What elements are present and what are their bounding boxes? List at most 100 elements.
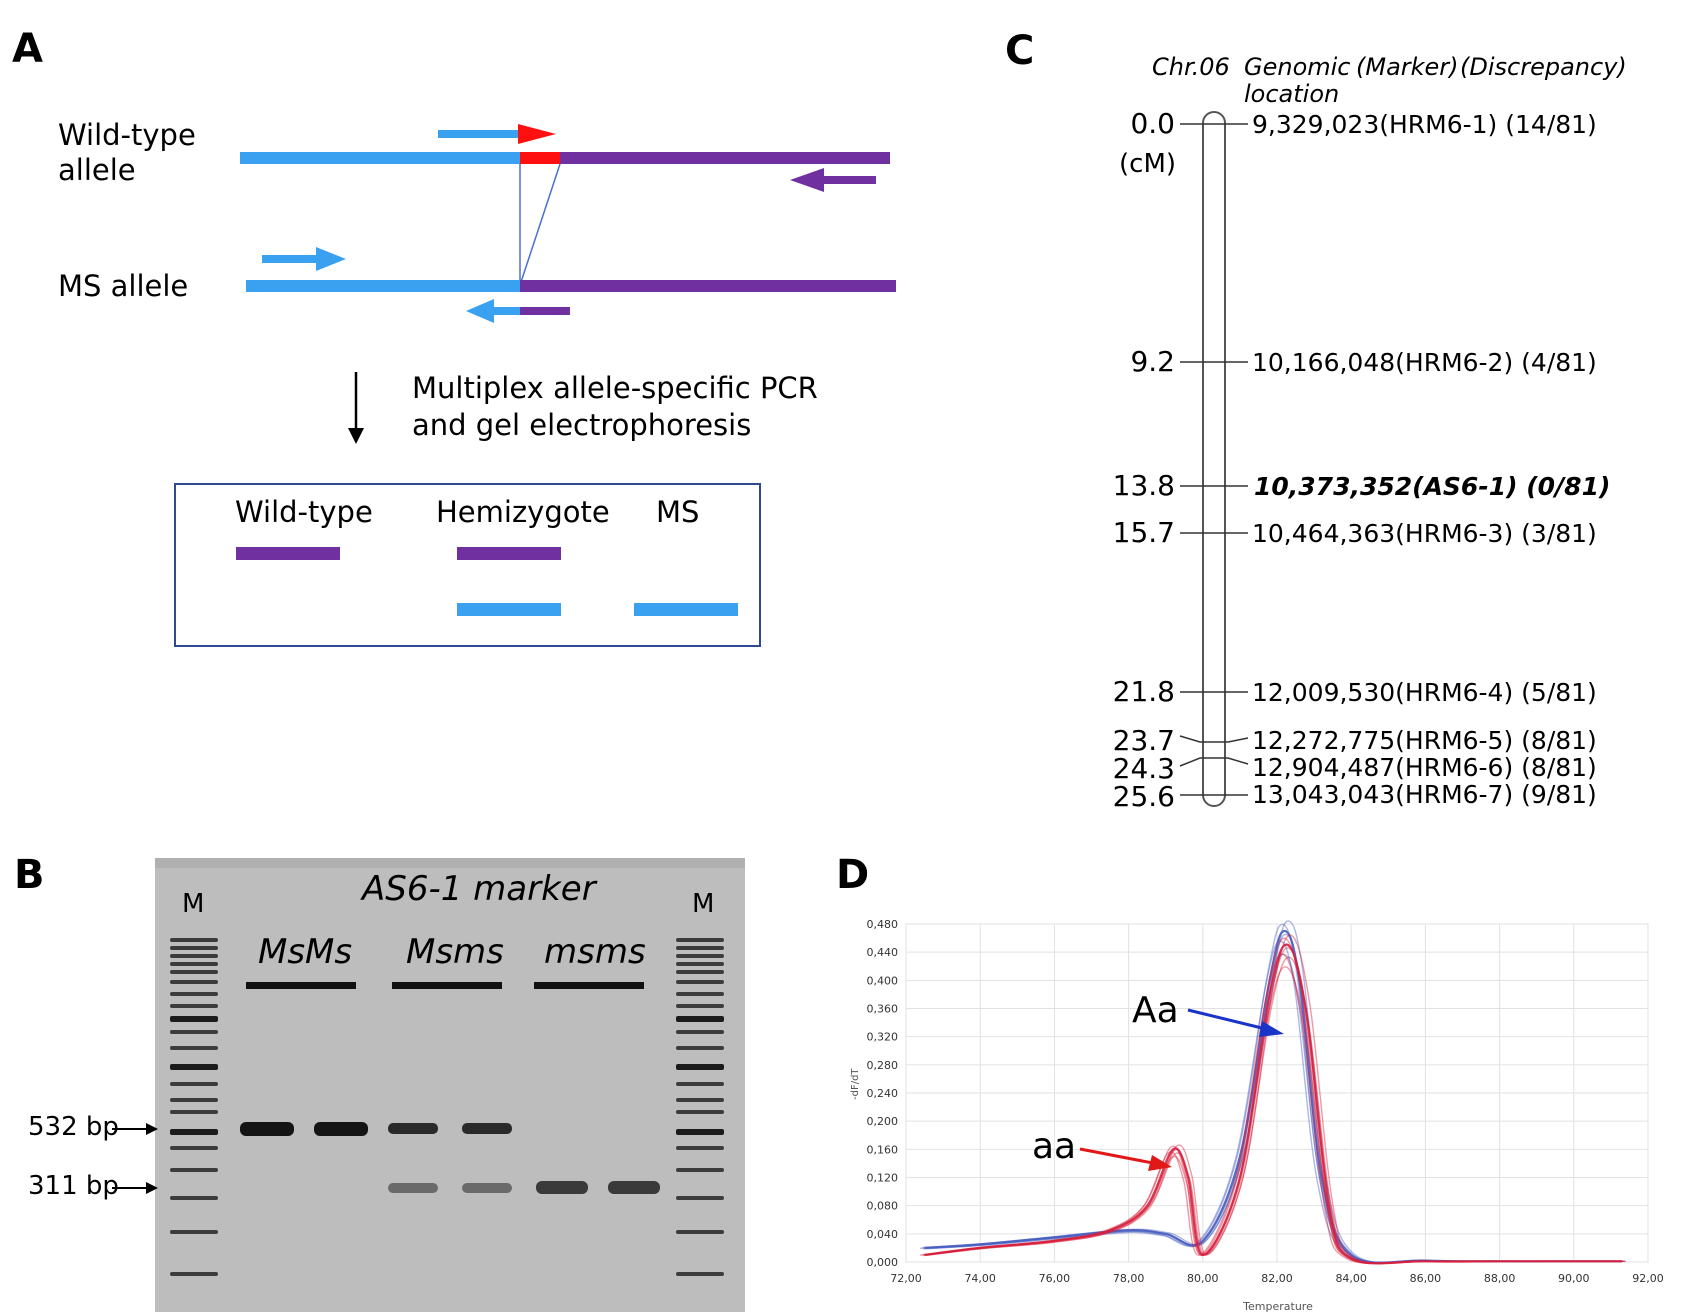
header-genomic: Genomic	[1244, 53, 1351, 81]
panel-d-label: D	[836, 852, 869, 898]
wt-purple-segment	[560, 152, 890, 164]
ladder-band	[170, 1082, 218, 1086]
locus-label: 10,464,363(HRM6-3) (3/81)	[1252, 519, 1597, 548]
panel-c: C Chr.06 Genomic location (Marker) (Disc…	[1005, 28, 1627, 813]
band-311-lane4	[462, 1183, 512, 1193]
band-311-lane5	[536, 1181, 588, 1194]
x-tick-label: 82,00	[1261, 1272, 1293, 1285]
melt-curve-homozygous-recessive	[926, 956, 1625, 1264]
band-532-lane3	[388, 1123, 438, 1134]
band-hemizygote-purple	[457, 547, 561, 560]
ladder-band	[170, 970, 218, 974]
ladder-band	[170, 1230, 218, 1234]
x-tick-label: 86,00	[1410, 1272, 1442, 1285]
size-arrow-311-icon	[146, 1182, 158, 1194]
size-label-532: 532 bp	[28, 1112, 119, 1142]
panel-a-label: A	[12, 26, 43, 72]
size-arrow-532-icon	[146, 1123, 158, 1135]
locus-cm: 23.7	[1113, 724, 1175, 757]
group-label-msms-het: Msms	[406, 932, 504, 972]
x-tick-label: 78,00	[1113, 1272, 1145, 1285]
ladder-band	[676, 1272, 724, 1276]
lane-label-ms: MS	[656, 495, 699, 529]
size-label-311: 311 bp	[28, 1171, 119, 1201]
annotation-arrow-aa-lower	[1079, 1147, 1159, 1166]
y-tick-label: 0,160	[867, 1143, 899, 1156]
x-tick-label: 72,00	[890, 1272, 922, 1285]
ladder-right	[676, 938, 724, 1276]
locus-tick	[1179, 757, 1249, 767]
melt-curve-homozygous-recessive	[923, 966, 1621, 1264]
header-location: location	[1244, 80, 1339, 108]
marker-label-left: M	[182, 889, 204, 919]
header-chr: Chr.06	[1152, 53, 1230, 81]
ladder-band	[676, 1082, 724, 1086]
ladder-band	[170, 954, 218, 958]
y-tick-label: 0,200	[867, 1115, 899, 1128]
ms-forward-arrow-icon	[316, 247, 346, 271]
locus-cm: 15.7	[1113, 516, 1175, 549]
y-tick-label: 0,280	[867, 1059, 899, 1072]
band-532-lane4	[462, 1123, 512, 1134]
ladder-band	[170, 1016, 218, 1022]
locus-cm: 25.6	[1113, 780, 1175, 813]
y-tick-label: 0,000	[867, 1256, 899, 1269]
group-bar-2	[392, 982, 502, 989]
ladder-band	[676, 1030, 724, 1034]
ladder-band	[170, 962, 218, 966]
locus-label-as6-1: 10,373,352(AS6-1) (0/81)	[1254, 472, 1610, 501]
locus-tick	[1179, 735, 1249, 743]
ladder-band	[676, 1098, 724, 1102]
ladder-band	[170, 1064, 218, 1070]
group-bar-1	[246, 982, 356, 989]
y-tick-label: 0,040	[867, 1228, 899, 1241]
ms-allele-label: MS allele	[58, 269, 188, 303]
process-line2: and gel electrophoresis	[412, 408, 751, 442]
ladder-band	[676, 962, 724, 966]
chromosome-bar	[1202, 111, 1226, 807]
y-tick-label: 0,080	[867, 1200, 899, 1213]
group-bar-3	[534, 982, 644, 989]
ladder-band	[170, 938, 218, 942]
wild-type-label-line1: Wild-type	[58, 118, 196, 152]
unit-label: (cM)	[1119, 149, 1176, 179]
gel-schematic-box	[174, 483, 761, 647]
locus-label: 10,166,048(HRM6-2) (4/81)	[1252, 348, 1597, 377]
locus-cm: 24.3	[1113, 752, 1175, 785]
group-label-msms-homo-dom: MsMs	[258, 932, 352, 972]
gel-top-dark	[155, 858, 745, 868]
x-tick-label: 92,00	[1632, 1272, 1664, 1285]
band-311-lane6	[608, 1181, 660, 1194]
locus-cm: 9.2	[1130, 345, 1175, 378]
ms-purple-segment	[520, 280, 896, 292]
header-marker: (Marker)	[1356, 53, 1459, 81]
band-ms-blue	[634, 603, 738, 616]
ladder-band	[170, 1004, 218, 1008]
x-tick-label: 80,00	[1187, 1272, 1219, 1285]
annotation-arrow-aa-lower-icon	[1148, 1155, 1172, 1171]
annotation-arrow-aa-upper	[1187, 1008, 1271, 1032]
process-line1: Multiplex allele-specific PCR	[412, 371, 818, 405]
x-tick-label: 74,00	[964, 1272, 996, 1285]
ladder-band	[170, 1272, 218, 1276]
ladder-band	[676, 1230, 724, 1234]
wt-blue-segment	[240, 152, 520, 164]
y-tick-label: 0,360	[867, 1003, 899, 1016]
ladder-band	[676, 954, 724, 958]
ladder-band	[170, 1098, 218, 1102]
ladder-band	[170, 1129, 218, 1135]
x-tick-label: 84,00	[1335, 1272, 1367, 1285]
panel-c-label: C	[1005, 28, 1034, 74]
ladder-band	[170, 1046, 218, 1050]
gel-title: AS6-1 marker	[360, 869, 598, 909]
ladder-band	[676, 1110, 724, 1114]
panel-a: A Wild-type allele MS allele Multiplex a…	[12, 26, 896, 647]
y-tick-label: 0,480	[867, 918, 899, 931]
ladder-band	[170, 992, 218, 996]
ladder-band	[170, 1168, 218, 1172]
band-311-lane3	[388, 1183, 438, 1193]
group-label-msms-homo-rec: msms	[544, 932, 646, 972]
y-axis-label: -dF/dT	[850, 1068, 861, 1100]
ladder-band	[170, 1030, 218, 1034]
locus-label: 13,043,043(HRM6-7) (9/81)	[1252, 780, 1597, 809]
